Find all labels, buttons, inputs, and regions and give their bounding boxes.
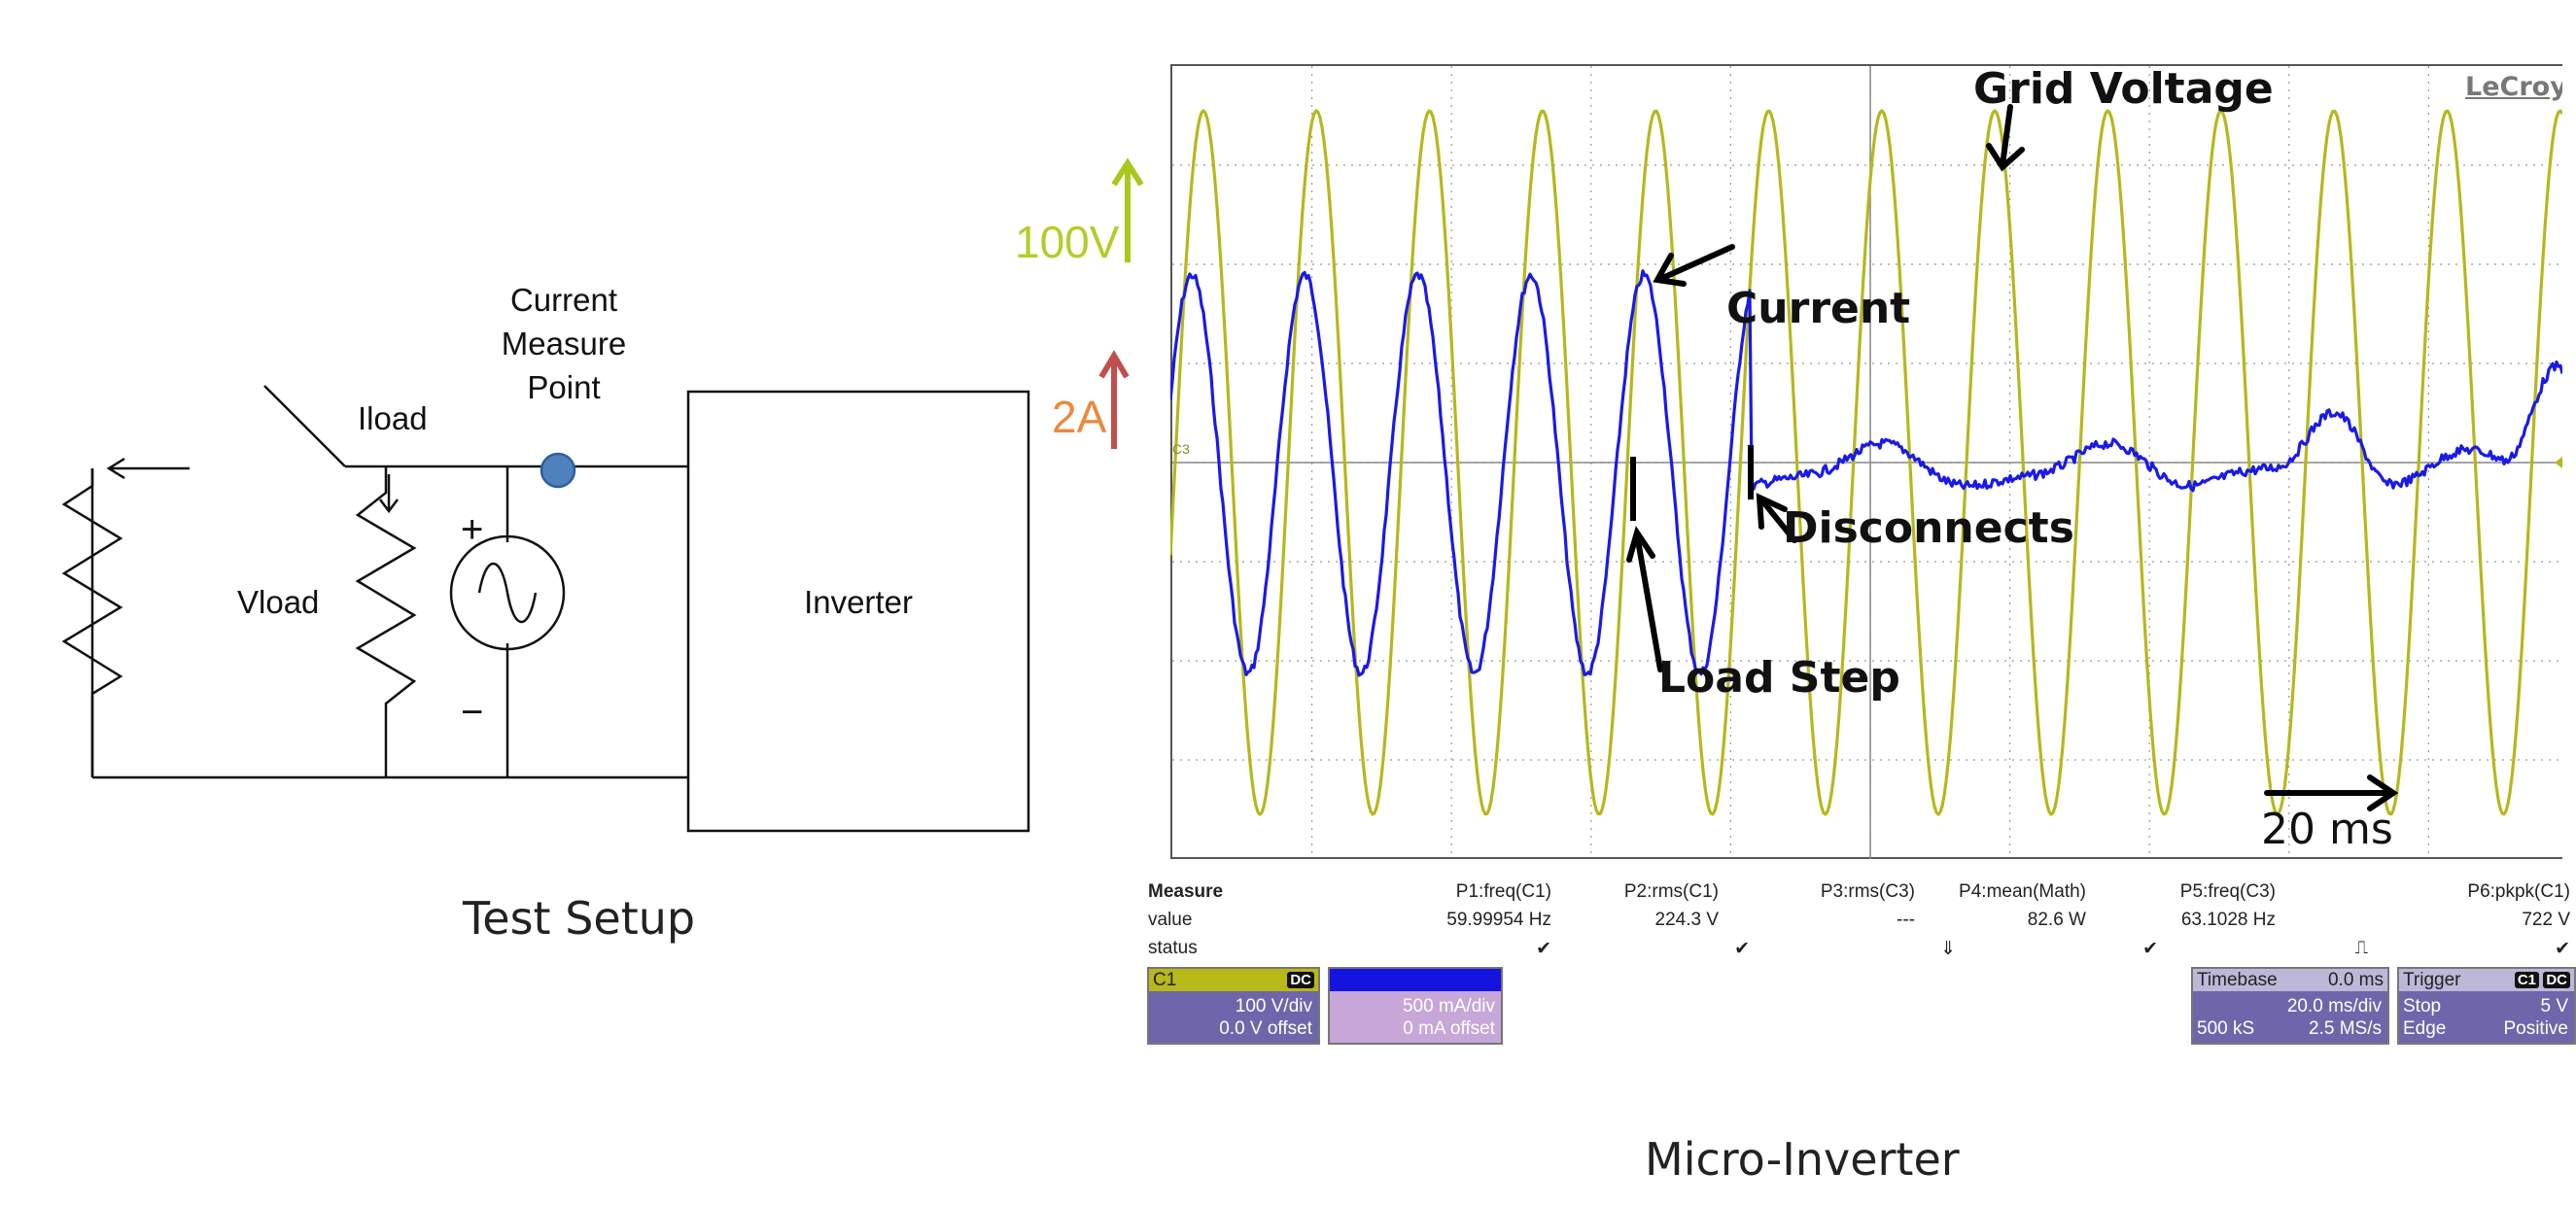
vload-resistor (355, 466, 417, 777)
c3-offset: 0 mA offset (1403, 1018, 1495, 1039)
screen-border (1170, 64, 2562, 859)
trigger-box[interactable]: Trigger C1 DC Stop 5 V Edge Positive (2397, 967, 2576, 1045)
timebase-samples: 500 kS (2197, 1018, 2255, 1039)
p5-header: P5:freq(C3) (2179, 881, 2276, 902)
current-label: Current (1726, 284, 1911, 333)
load-step-arrow-icon (1626, 525, 1663, 672)
p6-header: P6:pkpk(C1) (2467, 881, 2570, 902)
p1-header: P1:freq(C1) (1455, 881, 1551, 902)
trigger-coupling-chip: DC (2543, 972, 2570, 988)
current-scale-arrow-icon (1098, 350, 1130, 449)
timebase-label: Timebase (2197, 970, 2278, 990)
timebase-box[interactable]: Timebase 0.0 ms 20.0 ms/div 500 kS 2.5 M… (2191, 967, 2389, 1045)
c1-coupling: DC (1287, 972, 1314, 988)
c1-offset: 0.0 V offset (1219, 1018, 1312, 1039)
c3-coupling: DC (1470, 972, 1497, 988)
ac-source-sine (477, 562, 538, 624)
value-row-label: value (1148, 910, 1193, 930)
load-switch (263, 385, 346, 467)
micro-inverter-caption: Micro-Inverter (1645, 1133, 1960, 1186)
current-scale-label: 2A (1052, 392, 1107, 442)
current-measure-point-label: Current Measure Point (467, 278, 661, 409)
minus-sign: − (461, 691, 484, 734)
timebase-per-div: 20.0 ms/div (2286, 996, 2382, 1016)
trigger-mode: Stop (2403, 996, 2442, 1016)
p1-status-icon: ✔ (1536, 939, 1551, 959)
oscilloscope-display: C3 LeCroy Grid Voltage Current Disconnec… (1170, 64, 2562, 859)
grid-voltage-arrow-icon (1986, 104, 2025, 172)
test-setup-caption: Test Setup (463, 892, 696, 945)
right-level-marker-icon (2555, 457, 2562, 468)
p2-status-icon: ✔ (1734, 939, 1750, 959)
p1-value: 59.99954 Hz (1446, 910, 1551, 930)
iload-label: Iload (358, 400, 428, 436)
channel-c1-box[interactable]: C1 DC 100 V/div 0.0 V offset (1147, 967, 1320, 1045)
iload-arrow-head (379, 499, 399, 514)
trigger-type: Edge (2403, 1018, 2447, 1039)
voltage-scale-arrow-icon (1111, 157, 1144, 262)
current-measure-point-line-1: Current (509, 282, 618, 318)
channel-c3-box[interactable]: DC 500 mA/div 0 mA offset (1328, 967, 1503, 1045)
current-measure-point-line-2: Measure (501, 326, 627, 362)
disconnects-label: Disconnects (1783, 503, 2074, 553)
oscilloscope-screen (1170, 64, 2562, 859)
scale-arrows (1098, 157, 1144, 449)
left-arrow-head (106, 457, 125, 480)
grid-voltage-trace (1170, 109, 2562, 816)
scope-brand-logo: LeCroy (2465, 72, 2562, 102)
p2-header: P2:rms(C1) (1623, 881, 1719, 902)
ac-source-circle (449, 534, 566, 651)
p4-status-icon: ✔ (2142, 939, 2158, 959)
current-arrow-icon (1653, 244, 1735, 287)
disconnects-arrow-icon (1756, 493, 1797, 543)
left-resistor (61, 468, 123, 777)
plus-sign: + (461, 508, 484, 551)
inverter-label: Inverter (804, 584, 913, 620)
status-row-label: status (1148, 938, 1198, 958)
p3-header: P3:rms(C3) (1820, 881, 1915, 902)
p5-value: 63.1028 Hz (2180, 910, 2276, 930)
channel-c3-marker: C3 (1172, 441, 1190, 457)
current-measure-point-line-3: Point (527, 369, 601, 405)
p4-header: P4:mean(Math) (1959, 881, 2086, 902)
timebase-rate: 2.5 MS/s (2309, 1018, 2382, 1039)
measure-header: Measure (1148, 881, 1224, 902)
time-scale-label: 20 ms (2261, 805, 2393, 854)
trigger-label: Trigger (2403, 970, 2461, 990)
p4-value: 82.6 W (2027, 910, 2086, 930)
load-step-label: Load Step (1658, 653, 1900, 703)
p5-status-icon: ⎍ (2354, 938, 2368, 958)
trigger-slope: Positive (2503, 1018, 2568, 1039)
time-scale-arrow-icon (2264, 775, 2399, 811)
grid-voltage-label: Grid Voltage (1973, 64, 2274, 114)
trigger-level: 5 V (2540, 996, 2568, 1016)
current-measure-point-dot (540, 452, 576, 489)
p2-value: 224.3 V (1654, 910, 1720, 930)
p3-status-icon: ⇓ (1940, 939, 1956, 959)
c3-scale: 500 mA/div (1402, 996, 1495, 1016)
voltage-scale-label: 100V (1015, 217, 1120, 267)
p6-status-icon: ✔ (2555, 939, 2570, 959)
p3-value: --- (1897, 910, 1915, 930)
test-setup-schematic (61, 385, 1030, 833)
current-trace (1170, 269, 2562, 677)
timebase-delay: 0.0 ms (2327, 970, 2384, 990)
trigger-source-chip: C1 (2514, 972, 2539, 988)
c1-scale: 100 V/div (1235, 996, 1312, 1016)
vload-label: Vload (237, 584, 320, 620)
c1-name: C1 (1153, 970, 1177, 990)
p6-value: 722 V (2522, 910, 2570, 930)
inverter-box (686, 390, 1030, 833)
